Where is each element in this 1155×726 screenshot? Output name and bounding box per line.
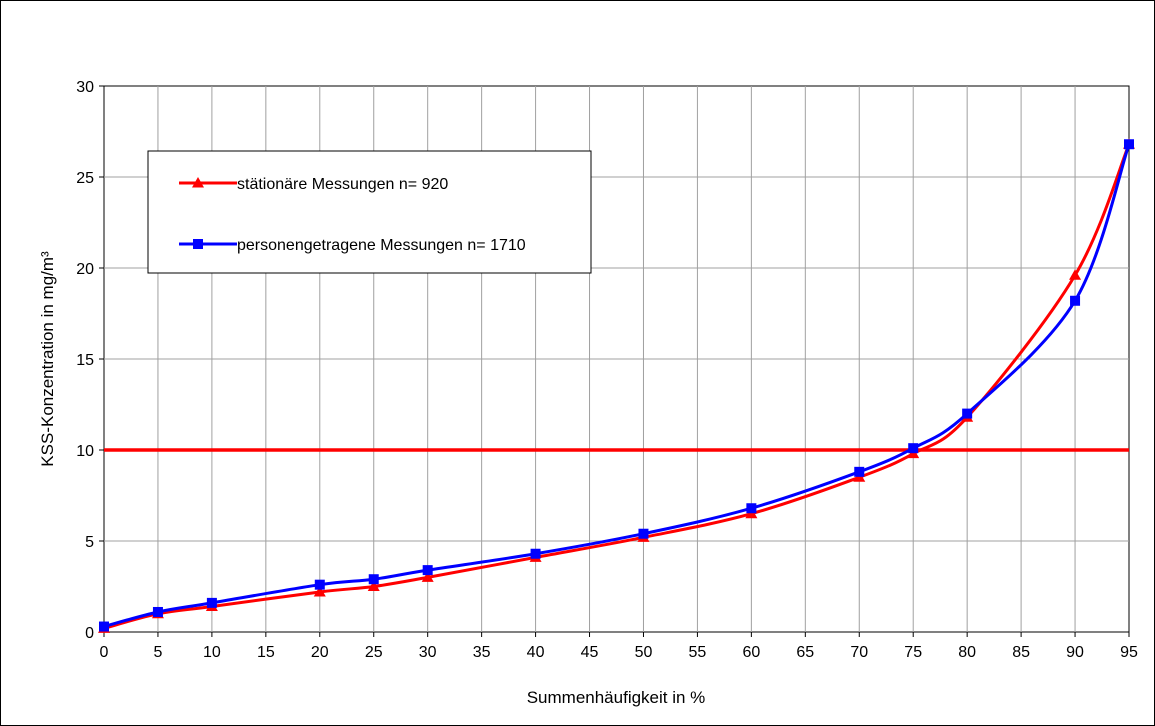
data-point-square <box>99 621 109 632</box>
y-tick-label: 25 <box>76 170 94 187</box>
x-tick-label: 30 <box>419 644 437 661</box>
data-point-square <box>638 528 649 539</box>
y-tick-label: 0 <box>85 625 94 642</box>
data-point-square <box>908 443 919 454</box>
data-point-square <box>854 466 865 477</box>
legend-label-personal: personengetragene Messungen n= 1710 <box>237 237 526 254</box>
data-point-square <box>746 503 757 514</box>
data-point-triangle <box>421 571 434 582</box>
data-point-triangle <box>1069 269 1082 280</box>
y-axis-label: KSS-Konzentration in mg/m³ <box>38 251 57 467</box>
data-point-triangle <box>313 585 326 597</box>
data-point-square <box>530 548 541 559</box>
x-tick-label: 85 <box>1012 644 1030 661</box>
legend-marker-square <box>193 239 203 249</box>
y-tick-label: 15 <box>76 352 94 369</box>
x-tick-label: 75 <box>904 644 922 661</box>
x-tick-label: 45 <box>581 644 599 661</box>
x-tick-label: 35 <box>473 644 491 661</box>
y-tick-label: 30 <box>76 79 94 96</box>
x-tick-label: 70 <box>850 644 868 661</box>
x-tick-label: 55 <box>689 644 707 661</box>
y-tick-label: 10 <box>76 443 94 460</box>
x-tick-label: 60 <box>742 644 760 661</box>
data-point-square <box>962 408 973 419</box>
data-point-square <box>1124 139 1134 150</box>
legend-marker-triangle <box>192 177 204 188</box>
x-tick-label: 90 <box>1066 644 1084 661</box>
x-tick-label: 80 <box>958 644 976 661</box>
x-tick-label: 5 <box>153 644 162 661</box>
x-tick-label: 95 <box>1120 644 1138 661</box>
legend-box <box>147 150 592 274</box>
x-tick-label: 10 <box>203 644 221 661</box>
data-point-square <box>422 565 433 576</box>
legend-label-stationary: stätionäre Messungen n= 920 <box>237 176 448 193</box>
data-point-square <box>152 606 163 617</box>
x-tick-label: 50 <box>635 644 653 661</box>
y-axis-ticks: 0 5 10 15 20 25 30 <box>76 79 104 642</box>
x-axis-ticks: 0 5 10 15 20 25 30 35 40 45 50 55 60 65 70 75 80 85 90 95 <box>100 632 1138 661</box>
data-point-square <box>314 579 325 590</box>
x-tick-label: 65 <box>796 644 814 661</box>
y-tick-label: 20 <box>76 261 94 278</box>
x-tick-label: 15 <box>257 644 275 661</box>
x-tick-label: 25 <box>365 644 383 661</box>
x-tick-label: 20 <box>311 644 329 661</box>
legend: stätionäre Messungen n= 920 personengetr… <box>147 150 592 274</box>
data-point-square <box>1070 295 1081 306</box>
data-point-square <box>206 597 217 608</box>
x-tick-label: 40 <box>527 644 545 661</box>
series-group <box>98 138 1135 633</box>
data-point-triangle <box>367 580 380 591</box>
y-tick-label: 5 <box>85 534 94 551</box>
data-point-square <box>368 574 379 585</box>
x-tick-label: 0 <box>100 644 109 661</box>
x-axis-label: Summenhäufigkeit in % <box>527 688 706 707</box>
